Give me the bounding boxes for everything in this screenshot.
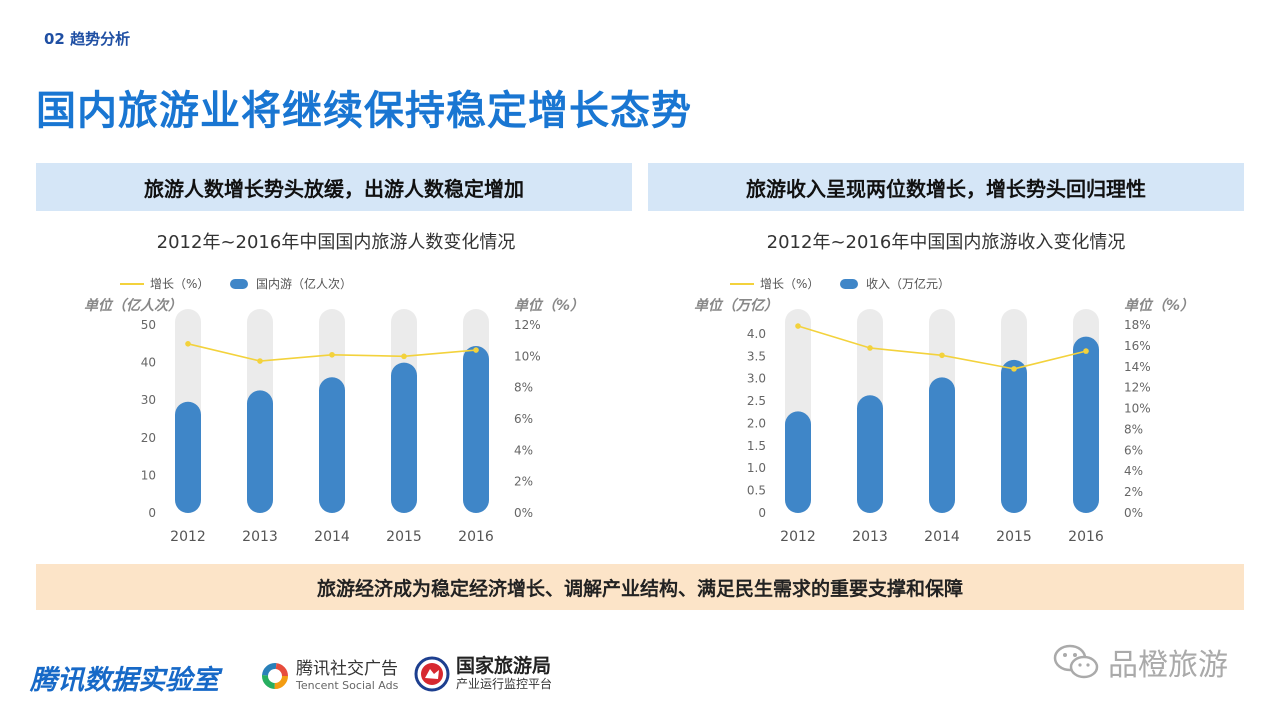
chart-title: 2012年~2016年中国国内旅游人数变化情况 — [157, 232, 516, 253]
left-tick-label: 1.0 — [747, 461, 766, 475]
left-tick-label: 30 — [141, 393, 156, 407]
right-tick-label: 10% — [514, 349, 541, 363]
cnta-name: 国家旅游局 — [456, 655, 552, 678]
right-tick-label: 0% — [514, 506, 533, 520]
right-tick-label: 10% — [1124, 402, 1151, 416]
legend-line-label: 增长（%） — [760, 277, 819, 291]
right-tick-label: 12% — [1124, 381, 1151, 395]
left-tick-label: 10 — [141, 468, 156, 482]
bar — [391, 362, 417, 513]
right-tick-label: 2% — [1124, 485, 1143, 499]
left-tick-label: 0.5 — [747, 484, 766, 498]
wechat-icon — [1053, 644, 1099, 679]
right-axis-unit: 单位（%） — [514, 297, 584, 314]
left-tick-label: 0 — [148, 506, 156, 520]
growth-point — [939, 352, 945, 359]
cnta-logo: 国家旅游局 产业运行监控平台 — [414, 655, 553, 692]
growth-point — [1011, 366, 1017, 372]
bar — [247, 390, 273, 513]
cnta-emblem-icon — [414, 656, 450, 692]
right-tick-label: 8% — [1124, 422, 1143, 436]
left-tick-label: 20 — [141, 431, 156, 445]
left-tick-label: 40 — [141, 356, 156, 370]
bar — [1001, 359, 1027, 513]
x-tick-label: 2013 — [242, 529, 278, 545]
summary-banner: 旅游经济成为稳定经济增长、调解产业结构、满足民生需求的重要支撑和保障 — [36, 564, 1244, 610]
x-tick-label: 2014 — [924, 529, 960, 545]
left-axis-unit: 单位（万亿） — [694, 297, 778, 314]
tencent-social-ads-icon — [262, 663, 288, 690]
right-axis-unit: 单位（%） — [1124, 297, 1194, 314]
bar — [175, 401, 201, 513]
right-tick-label: 14% — [1124, 360, 1151, 374]
left-tick-label: 0 — [758, 506, 766, 520]
right-tick-label: 18% — [1124, 318, 1151, 332]
right-tick-label: 0% — [1124, 506, 1143, 520]
cnta-subtitle: 产业运行监控平台 — [456, 677, 553, 692]
right-tick-label: 4% — [1124, 464, 1143, 478]
bar — [1073, 336, 1099, 513]
left-tick-label: 2.0 — [747, 416, 766, 430]
bar — [319, 377, 345, 513]
right-tick-label: 16% — [1124, 339, 1151, 353]
right-panel-heading: 旅游收入呈现两位数增长，增长势头回归理性 — [648, 163, 1244, 211]
growth-point — [1083, 348, 1089, 354]
tencent-social-ads-logo: 腾讯社交广告 Tencent Social Ads — [260, 659, 399, 692]
tencent-social-ads-cn: 腾讯社交广告 — [296, 659, 398, 679]
left-tick-label: 3.5 — [747, 349, 766, 363]
tencent-social-ads-en: Tencent Social Ads — [296, 678, 399, 692]
left-axis-unit: 单位（亿人次） — [84, 297, 182, 314]
x-tick-label: 2012 — [780, 529, 816, 545]
right-tick-label: 8% — [514, 381, 533, 395]
x-tick-label: 2013 — [852, 529, 888, 545]
x-tick-label: 2012 — [170, 529, 206, 545]
bar — [857, 395, 883, 513]
chart-title: 2012年~2016年中国国内旅游收入变化情况 — [767, 232, 1126, 253]
right-tick-label: 12% — [514, 318, 541, 332]
bar — [785, 411, 811, 513]
growth-point — [185, 341, 191, 347]
growth-point — [473, 347, 479, 353]
left-tick-label: 1.5 — [747, 439, 766, 453]
x-tick-label: 2016 — [1068, 529, 1104, 545]
legend-bar-label: 收入（万亿元） — [866, 276, 950, 291]
legend-bar-swatch — [840, 279, 858, 289]
left-tick-label: 4.0 — [747, 327, 766, 341]
left-panel-heading: 旅游人数增长势头放缓，出游人数稳定增加 — [36, 163, 632, 211]
right-tick-label: 6% — [1124, 443, 1143, 457]
growth-point — [795, 323, 801, 329]
page-title: 国内旅游业将继续保持稳定增长态势 — [36, 88, 692, 134]
x-tick-label: 2015 — [386, 529, 422, 545]
x-tick-label: 2014 — [314, 529, 350, 545]
section-label: 02 趋势分析 — [44, 30, 131, 48]
growth-point — [867, 345, 873, 351]
bar — [463, 346, 489, 513]
legend-bar-label: 国内游（亿人次） — [256, 276, 352, 291]
right-tick-label: 6% — [514, 412, 533, 426]
watermark: 品橙旅游 — [1052, 640, 1228, 684]
x-tick-label: 2016 — [458, 529, 494, 545]
left-tick-label: 2.5 — [747, 394, 766, 408]
tencent-data-lab-logo: 腾讯数据实验室 — [30, 665, 219, 696]
right-tick-label: 2% — [514, 475, 533, 489]
growth-point — [401, 353, 407, 360]
legend-line-label: 增长（%） — [150, 277, 209, 291]
x-tick-label: 2015 — [996, 529, 1032, 545]
growth-point — [257, 358, 263, 364]
watermark-text: 品橙旅游 — [1108, 648, 1228, 683]
bar — [929, 377, 955, 513]
legend-bar-swatch — [230, 279, 248, 289]
left-tick-label: 3.0 — [747, 372, 766, 386]
growth-point — [329, 351, 335, 358]
left-tick-label: 50 — [141, 318, 156, 332]
right-tick-label: 4% — [514, 443, 533, 457]
